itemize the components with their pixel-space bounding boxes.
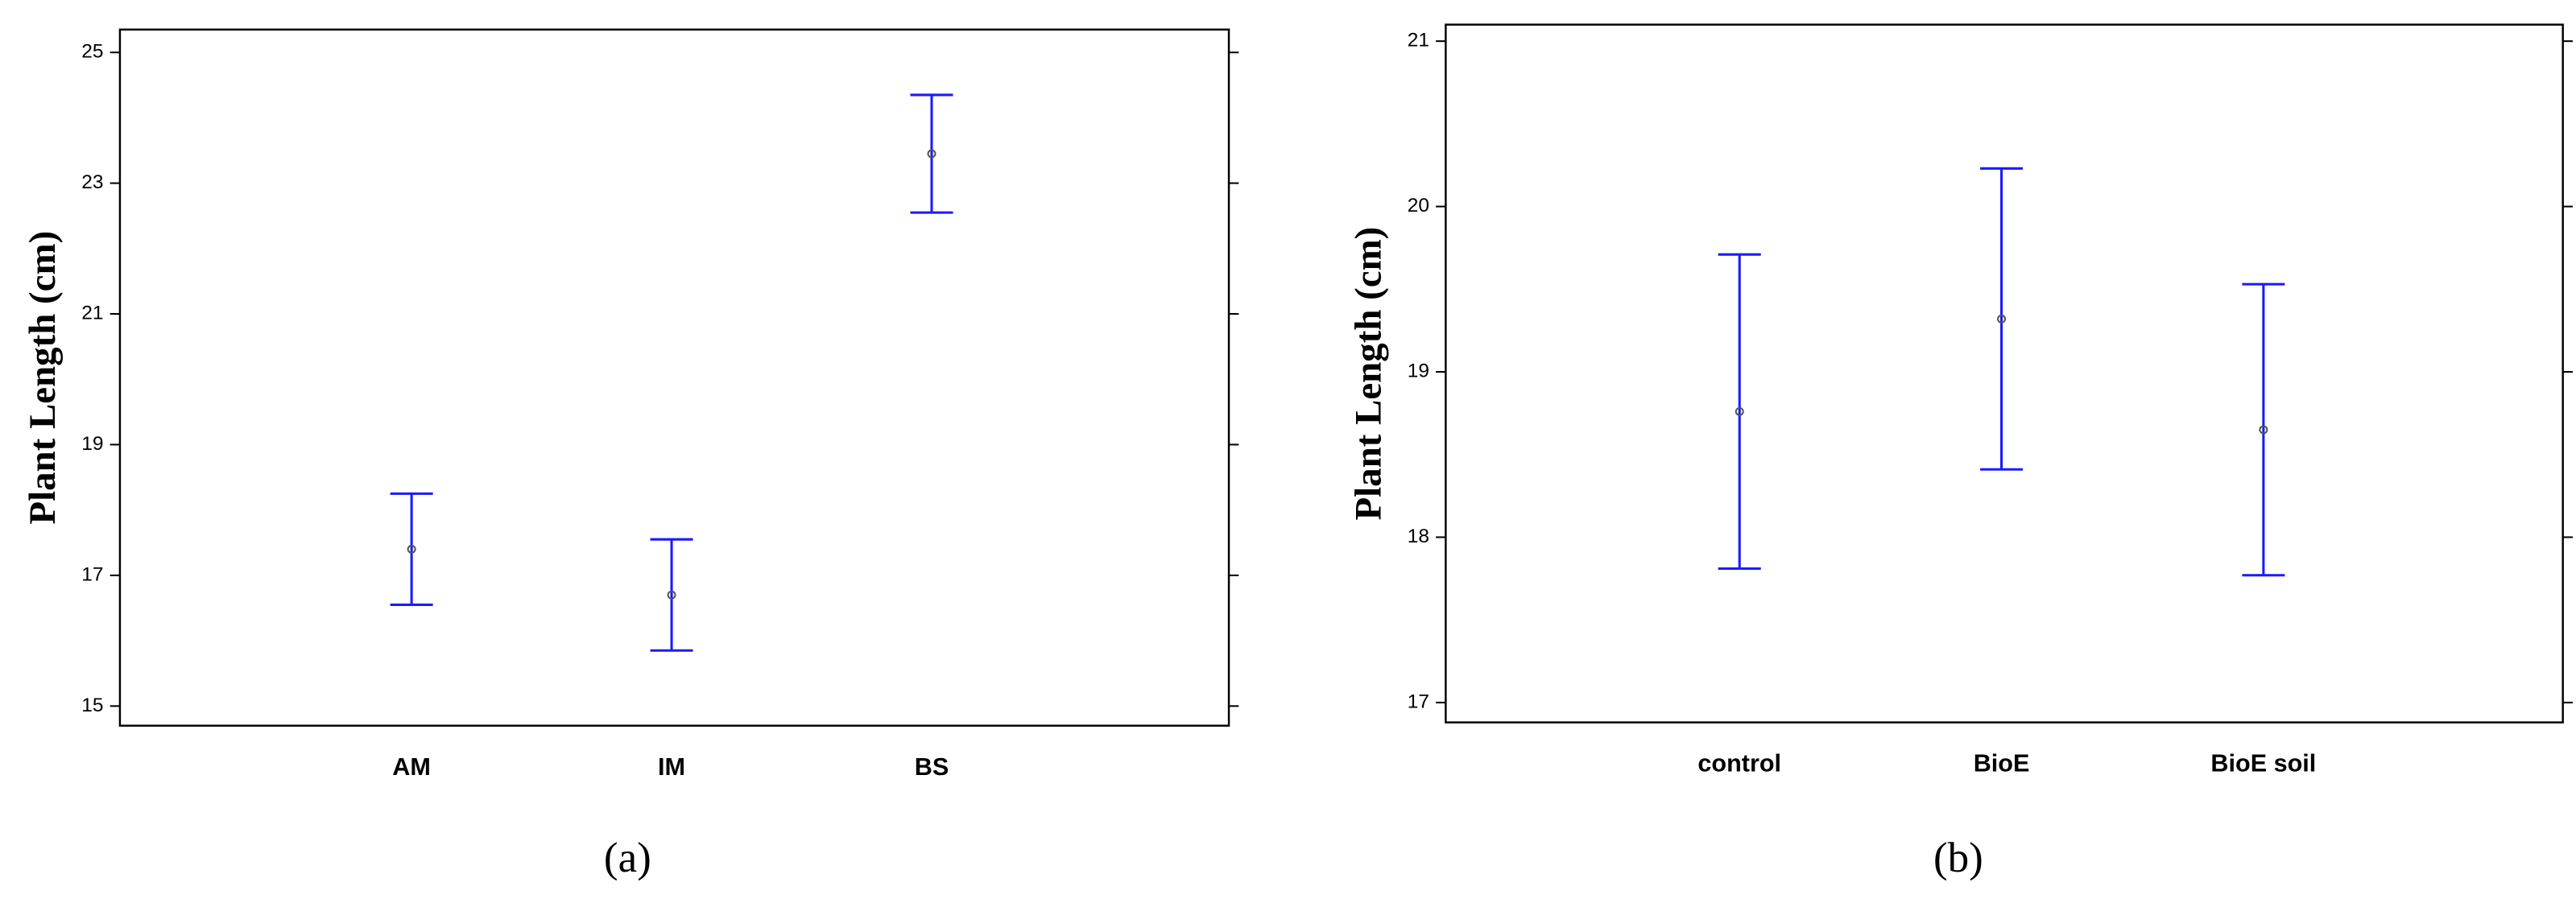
- x-tick-label: IM: [658, 753, 685, 781]
- y-tick-label: 17: [81, 563, 103, 585]
- chart: 17 18 19 20 21 control BioE BioE soil Plant Leng…: [1347, 23, 2573, 881]
- y-tick-label: 20: [1408, 195, 1429, 216]
- plot-frame: [1445, 23, 2564, 724]
- mean-point: [1997, 314, 2007, 324]
- y-tick-label: 23: [81, 171, 103, 193]
- caption: (a): [604, 835, 651, 881]
- y-axis-label: Plant Length (cm): [22, 231, 64, 525]
- x-tick-label: AM: [392, 753, 431, 781]
- mean-point: [407, 544, 416, 554]
- mean-point: [2259, 425, 2268, 435]
- y-tick-label: 25: [81, 41, 103, 63]
- y-axis-label: Plant Length (cm): [1347, 227, 1389, 521]
- x-tick-label: BioE: [1974, 750, 2030, 777]
- x-tick-label: control: [1697, 750, 1781, 777]
- y-tick-label: 21: [1408, 30, 1429, 52]
- chart: 15 17 19 21 23 25 AM IM BS Plant Length (cm) (a): [22, 28, 1239, 881]
- y-tick-label: 15: [81, 695, 103, 716]
- y-tick-label: 17: [1408, 691, 1429, 712]
- mean-point: [927, 149, 937, 159]
- y-tick-label: 21: [81, 302, 103, 324]
- x-tick-label: BioE soil: [2210, 750, 2316, 777]
- plot-frame: [118, 28, 1230, 727]
- x-tick-label: BS: [915, 753, 949, 781]
- caption: (b): [1933, 835, 1983, 881]
- mean-point: [667, 590, 676, 600]
- y-tick-label: 19: [1408, 361, 1429, 382]
- mean-point: [1735, 406, 1744, 416]
- y-tick-label: 19: [81, 433, 103, 455]
- y-tick-label: 18: [1408, 526, 1429, 547]
